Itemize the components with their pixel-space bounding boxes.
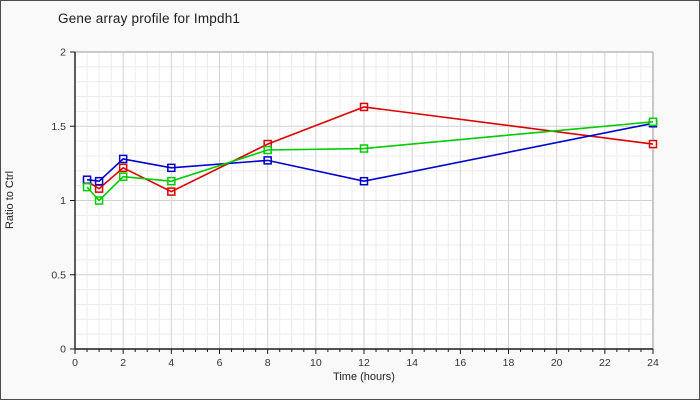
x-tick-label: 12 <box>358 357 370 369</box>
data-point-marker <box>359 176 369 186</box>
x-tick-label: 10 <box>310 357 322 369</box>
data-point-marker <box>648 139 658 149</box>
green-series <box>82 117 658 205</box>
data-point-marker <box>118 163 128 173</box>
chart-title: Gene array profile for Impdh1 <box>58 11 241 26</box>
data-point-marker <box>82 182 92 192</box>
y-axis-label: Ratio to Ctrl <box>4 170 16 230</box>
x-tick-label: 6 <box>217 357 223 369</box>
x-tick-label: 4 <box>168 357 174 369</box>
x-tick-label: 8 <box>265 357 271 369</box>
y-tick-label: 0.5 <box>51 269 66 281</box>
data-point-marker <box>648 117 658 127</box>
data-point-marker <box>118 172 128 181</box>
major-gridlines <box>75 52 653 349</box>
x-tick-label: 18 <box>503 357 515 369</box>
data-point-marker <box>167 163 176 173</box>
x-tick-label: 16 <box>454 357 466 369</box>
data-point-marker <box>118 154 128 164</box>
plot-frame <box>75 51 654 349</box>
x-tick-label: 14 <box>406 357 418 369</box>
x-tick-label: 2 <box>120 357 126 369</box>
data-point-marker <box>263 145 272 155</box>
data-point-marker <box>359 102 369 112</box>
data-point-marker <box>94 176 104 186</box>
x-tick-label: 0 <box>72 357 78 369</box>
series-line <box>86 106 654 193</box>
data-point-marker <box>167 176 176 186</box>
data-point-marker <box>263 156 272 165</box>
series-line <box>86 122 654 183</box>
series-line <box>86 120 654 202</box>
x-tick-label: 24 <box>647 357 659 369</box>
y-tick-label: 1.5 <box>51 121 66 133</box>
y-tick-label: 2 <box>60 47 66 59</box>
x-tick-label: 22 <box>599 357 611 369</box>
data-point-marker <box>359 144 369 153</box>
y-tick-label: 1 <box>60 195 66 207</box>
x-axis-label: Time (hours) <box>333 371 395 383</box>
tick-marks <box>70 51 654 354</box>
x-tick-label: 20 <box>551 357 563 369</box>
data-point-marker <box>167 187 176 196</box>
y-tick-label: 0 <box>60 344 66 356</box>
data-point-marker <box>94 196 104 205</box>
